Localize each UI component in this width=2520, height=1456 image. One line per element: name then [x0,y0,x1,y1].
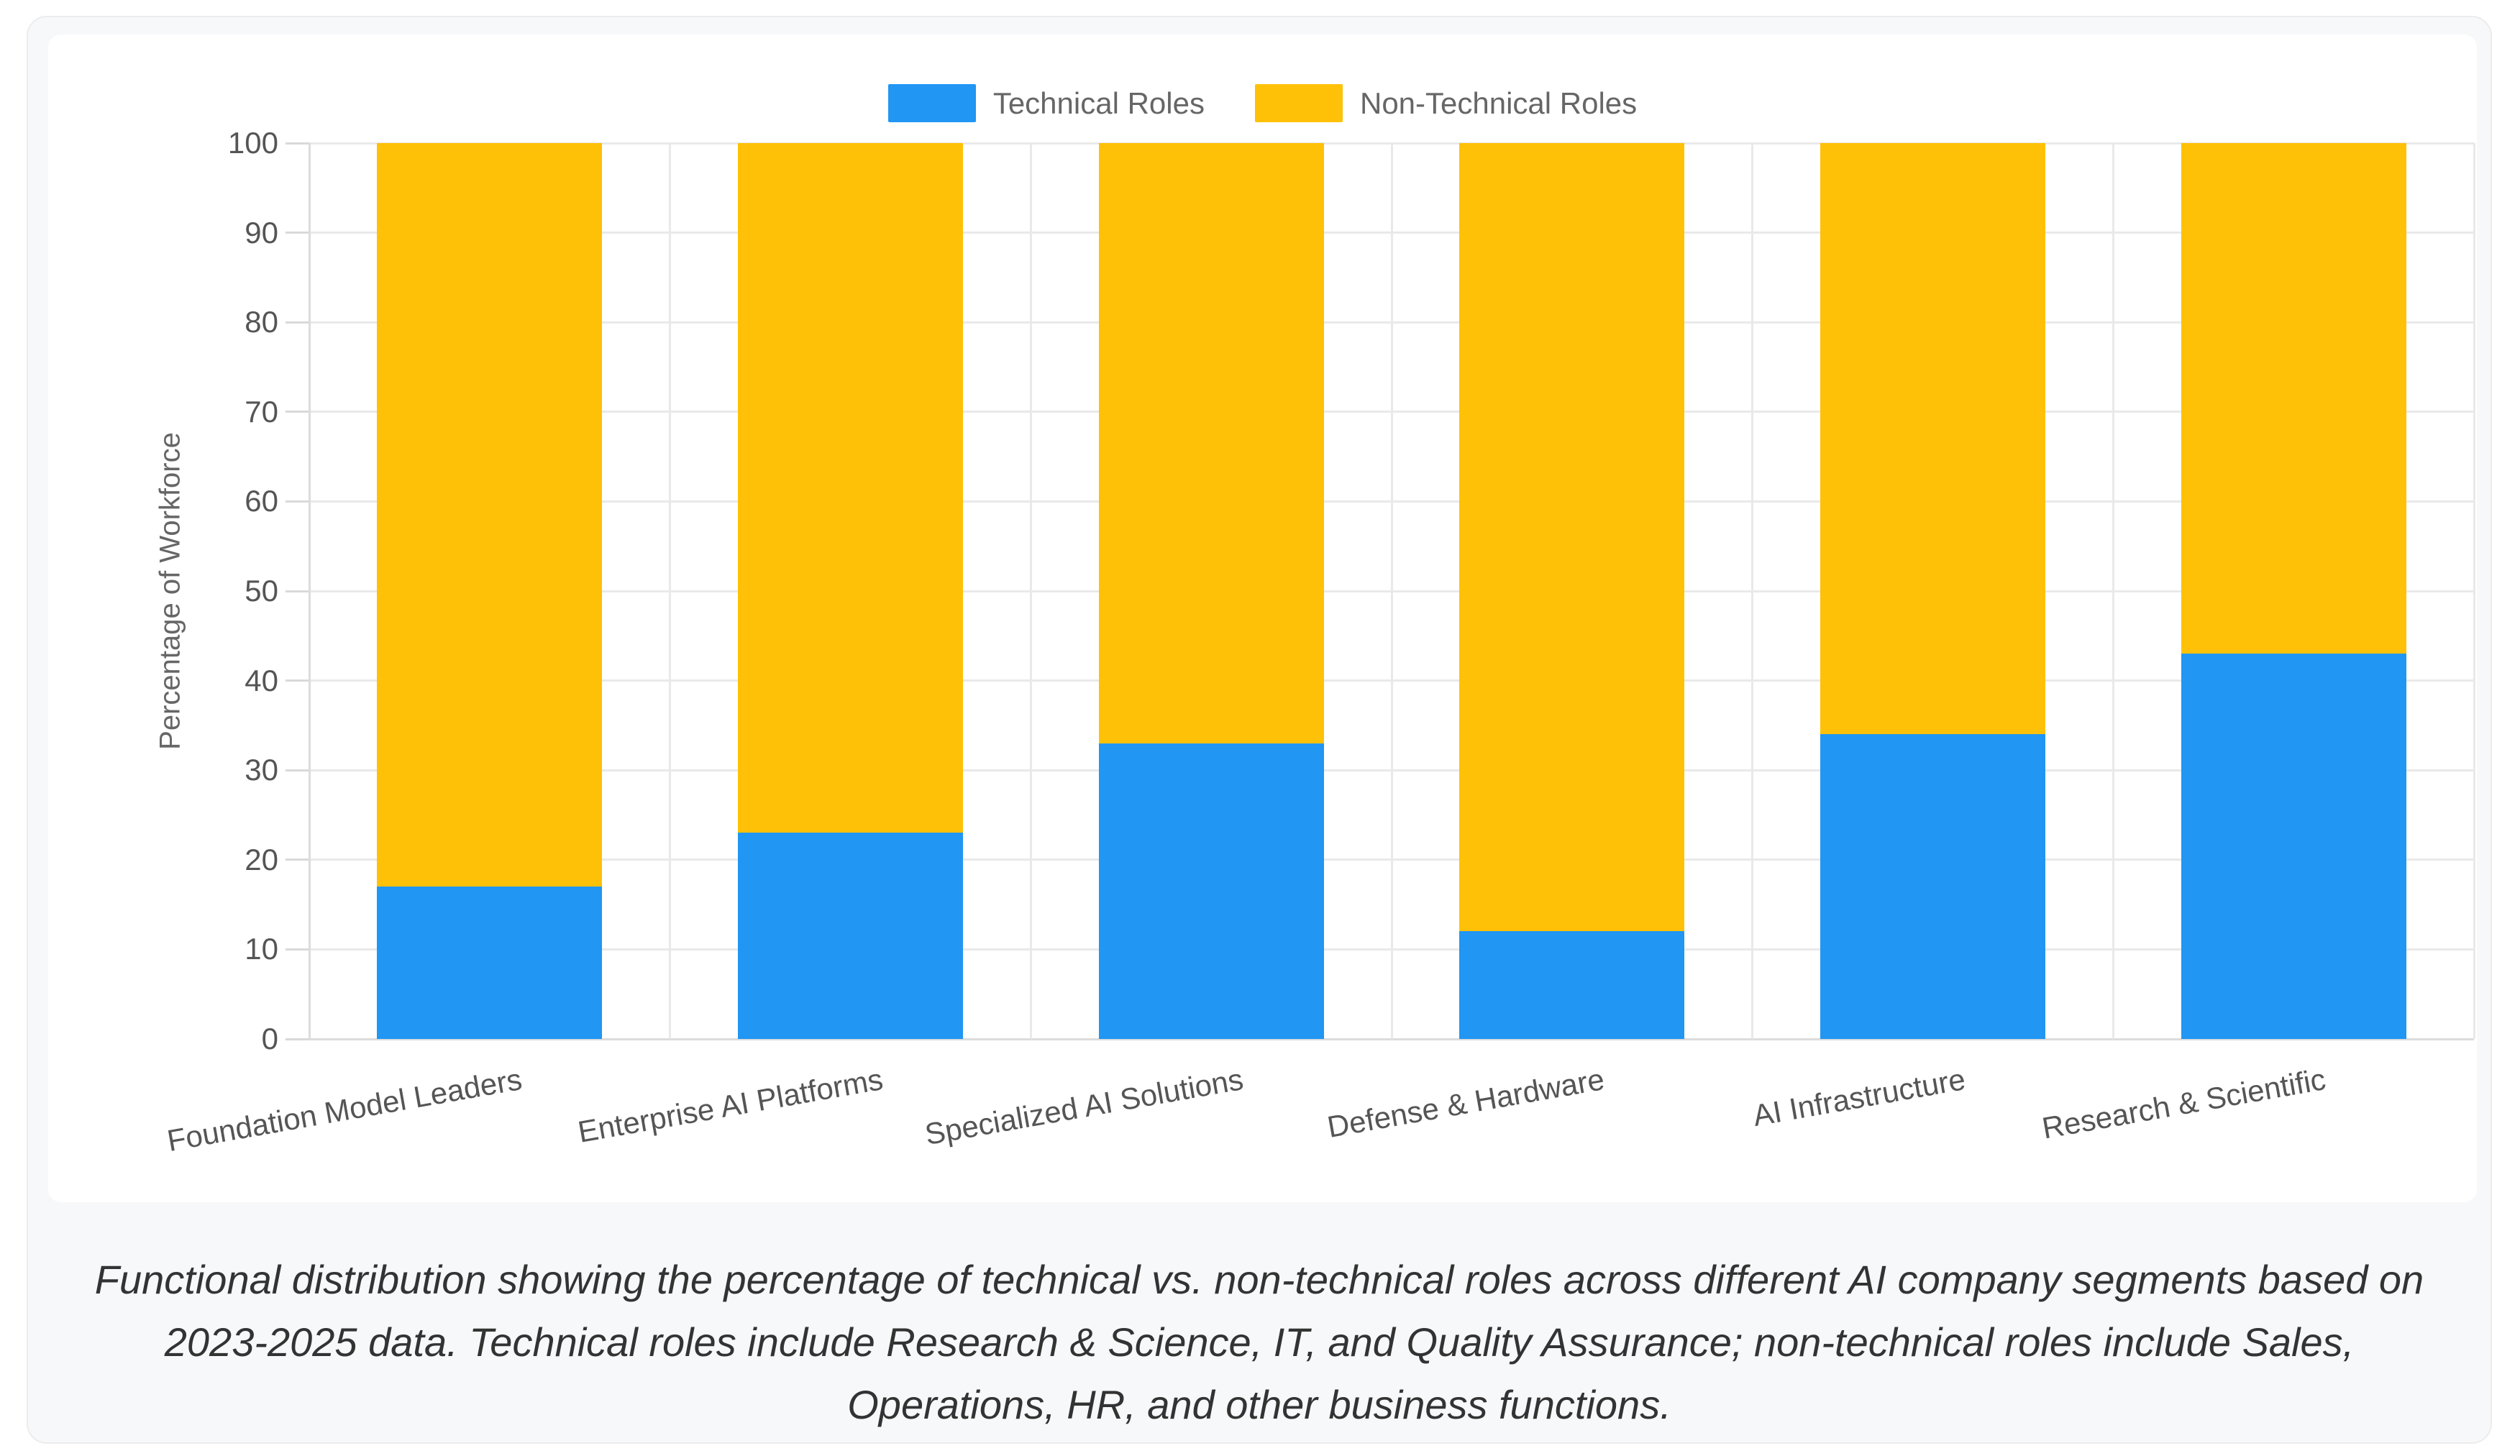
gridline-vertical [1751,143,1754,1039]
y-tick-label: 50 [245,574,278,608]
legend-label: Technical Roles [992,86,1205,120]
chart-legend: Technical Roles Non-Technical Roles [48,84,2477,122]
bar-segment-technical[interactable] [377,887,603,1039]
x-tick-label: Specialized AI Solutions [922,1062,1246,1152]
gridline-vertical [2112,143,2114,1039]
y-tick-mark [286,859,309,861]
gridline-vertical [1390,143,1393,1039]
figure-panel: Technical Roles Non-Technical Roles Perce… [27,16,2492,1444]
y-tick-label: 0 [261,1022,278,1056]
gridline-horizontal [309,1038,2474,1040]
x-tick-label: AI Infrastructure [1750,1062,1968,1133]
y-tick-mark [286,142,309,145]
bar-segment-non-technical[interactable] [1098,143,1324,743]
gridline-vertical [1029,143,1032,1039]
bar-segment-technical[interactable] [1820,734,2045,1039]
x-tick-label: Defense & Hardware [1324,1062,1607,1144]
y-axis-line [308,143,311,1039]
y-tick-mark [286,679,309,682]
bar-segment-technical[interactable] [1459,931,1685,1039]
figure-caption: Functional distribution showing the perc… [94,1257,2424,1427]
bar-segment-non-technical[interactable] [377,143,603,887]
legend-label: Non-Technical Roles [1359,86,1638,120]
y-tick-mark [286,769,309,772]
bar-segment-non-technical[interactable] [738,143,963,833]
y-tick-mark [286,411,309,413]
y-tick-mark [286,232,309,234]
y-tick-mark [286,590,309,592]
bar-segment-technical[interactable] [738,833,963,1039]
plot-area [308,142,2475,1040]
y-tick-label: 40 [245,663,278,697]
y-tick-label: 100 [227,126,278,160]
caption-container: Functional distribution showing the perc… [28,1249,2491,1436]
bar-segment-non-technical[interactable] [2181,143,2406,654]
bar-segment-technical[interactable] [1098,743,1324,1039]
y-tick-label: 90 [245,215,278,249]
bar-segment-technical[interactable] [2181,654,2406,1039]
y-tick-mark [286,948,309,951]
y-tick-label: 60 [245,484,278,518]
gridline-vertical [2473,143,2475,1039]
bar-segment-non-technical[interactable] [1459,143,1685,932]
bar-segment-non-technical[interactable] [1820,143,2045,735]
chart-card: Technical Roles Non-Technical Roles Perce… [48,35,2477,1202]
y-tick-label: 10 [245,932,278,966]
y-tick-label: 70 [245,394,278,429]
legend-swatch-icon [1254,84,1343,122]
y-tick-mark [286,500,309,503]
legend-swatch-icon [887,84,976,122]
x-tick-label: Research & Scientific [2040,1062,2329,1145]
legend-item-technical[interactable]: Technical Roles [887,84,1205,122]
legend-item-non-technical[interactable]: Non-Technical Roles [1254,84,1638,122]
y-tick-mark [286,1038,309,1040]
y-tick-label: 30 [245,753,278,787]
gridline-vertical [669,143,672,1039]
y-tick-mark [286,321,309,324]
x-tick-label: Enterprise AI Platforms [575,1062,885,1149]
y-tick-label: 20 [245,842,278,876]
y-tick-label: 80 [245,305,278,339]
